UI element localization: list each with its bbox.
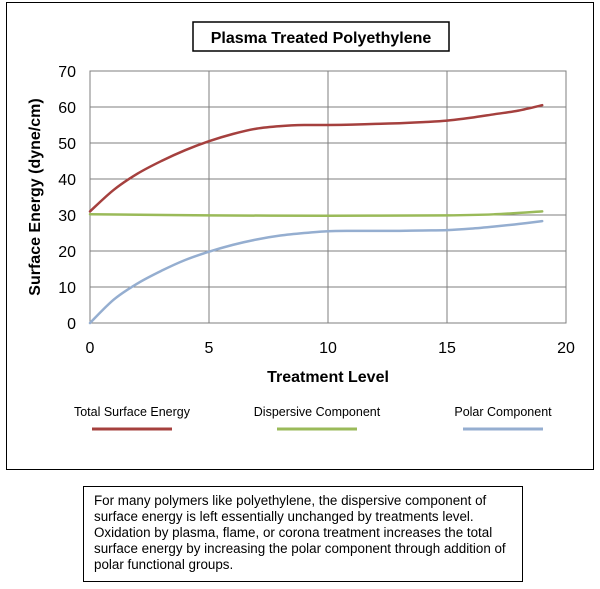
chart: Plasma Treated Polyethylene 010203040506…: [27, 21, 575, 431]
y-tick-label: 30: [58, 208, 76, 225]
chart-title-box: [192, 21, 450, 52]
chart-title: Plasma Treated Polyethylene: [211, 30, 432, 47]
y-tick-label: 40: [58, 172, 76, 189]
y-tick-label: 20: [58, 244, 76, 261]
x-tick-label: 10: [319, 340, 337, 357]
series-lines: [88, 103, 544, 325]
x-tick-label: 0: [86, 340, 95, 357]
series-line-total-surface-energy: [88, 103, 544, 213]
y-axis-label: Surface Energy (dyne/cm): [27, 98, 44, 295]
x-tick-label: 20: [557, 340, 575, 357]
y-tick-label: 70: [58, 64, 76, 81]
legend: Total Surface Energy Dispersive Component…: [74, 405, 552, 431]
y-tick-label: 0: [67, 316, 76, 333]
y-tick-label: 10: [58, 280, 76, 297]
x-tick-label: 5: [205, 340, 214, 357]
series-line-polar-component: [88, 219, 544, 325]
x-tick-label: 15: [438, 340, 456, 357]
legend-label-polar-component: Polar Component: [454, 405, 552, 419]
caption-text: For many polymers like polyethylene, the…: [94, 493, 506, 572]
x-axis-ticks: 0 5 10 15 20: [86, 340, 575, 357]
legend-label-total-surface-energy: Total Surface Energy: [74, 405, 191, 419]
y-tick-label: 50: [58, 136, 76, 153]
legend-label-dispersive-component: Dispersive Component: [254, 405, 381, 419]
y-tick-label: 60: [58, 100, 76, 117]
series-line-dispersive-component: [88, 210, 544, 217]
caption-box: For many polymers like polyethylene, the…: [83, 486, 523, 582]
chart-frame: Plasma Treated Polyethylene 0 10 20 30 40 50 6…: [6, 2, 594, 470]
y-axis-ticks: 0 10 20 30 40 50 60 70: [58, 64, 76, 333]
x-axis-label: Treatment Level: [267, 369, 389, 386]
